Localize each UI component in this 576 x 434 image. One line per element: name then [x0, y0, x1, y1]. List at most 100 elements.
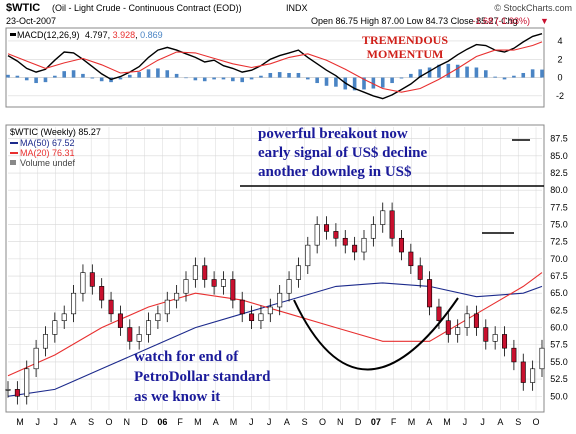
price-xtick-label: 07: [371, 417, 381, 427]
price-candle: [371, 225, 375, 239]
price-y-axis: 87.5 85.0 82.5 80.0 77.5 75.0 72.5 70.0 67.5 65.0…: [550, 134, 568, 402]
macd-histogram-bar: [334, 78, 338, 87]
price-xtick-label: M: [16, 417, 24, 427]
macd-histogram-bar: [34, 78, 38, 83]
price-ytick-label: 70.0: [550, 254, 568, 264]
price-candle: [437, 307, 441, 321]
price-candle: [334, 231, 338, 238]
price-candle: [62, 314, 66, 321]
price-candle: [25, 369, 29, 396]
price-xtick-label: D: [141, 417, 148, 427]
price-candle: [409, 252, 413, 266]
macd-histogram-bar: [465, 67, 469, 78]
price-xtick-label: 06: [157, 417, 167, 427]
macd-histogram-bar: [156, 68, 160, 77]
price-ytick-label: 67.5: [550, 271, 568, 281]
macd-histogram-bar: [119, 78, 123, 80]
macd-histogram-bar: [521, 73, 525, 78]
macd-legend-prefix: MACD(12,26,9): [17, 30, 80, 40]
price-ytick-label: 85.0: [550, 151, 568, 161]
macd-histogram-bar: [212, 78, 216, 80]
price-candle: [71, 293, 75, 314]
macd-histogram-bar: [540, 70, 544, 78]
macd-histogram-bar: [72, 70, 76, 77]
price-ytick-label: 82.5: [550, 168, 568, 178]
price-ytick-label: 55.0: [550, 357, 568, 367]
price-candle: [306, 245, 310, 266]
price-ytick-label: 52.5: [550, 374, 568, 384]
price-ytick-label: 80.0: [550, 185, 568, 195]
price-ytick-label: 62.5: [550, 305, 568, 315]
price-candle: [352, 245, 356, 252]
histogram-value: 0.869: [140, 30, 163, 40]
macd-histogram-bar: [194, 78, 198, 81]
macd-histogram-bar: [475, 68, 479, 78]
top-annotation-line1: powerful breakout now: [258, 126, 408, 142]
macd-histogram-bar: [25, 78, 29, 81]
price-xtick-label: A: [497, 417, 503, 427]
price-candle: [427, 279, 431, 306]
price-ytick-label: 77.5: [550, 202, 568, 212]
price-ytick-label: 50.0: [550, 391, 568, 401]
price-xtick-label: O: [532, 417, 539, 427]
price-x-axis: M J J A S O N D 06 F M A M J J A S O N D 07 F M A M J J A S O: [16, 417, 539, 427]
macd-histogram-bar: [381, 78, 385, 88]
macd-histogram-bar: [222, 78, 226, 80]
price-ytick-label: 72.5: [550, 237, 568, 247]
ma20-legend: MA(20) 76.31: [20, 148, 75, 158]
change-down-icon: ▼: [540, 16, 549, 26]
price-xtick-label: A: [213, 417, 219, 427]
price-candle: [212, 279, 216, 286]
macd-legend: MACD(12,26,9) 4.797, 3.928, 0.869: [10, 30, 163, 40]
price-candle: [53, 321, 57, 335]
price-candle: [296, 266, 300, 280]
macd-histogram-bar: [53, 76, 57, 78]
price-candle: [156, 314, 160, 321]
price-xtick-label: N: [124, 417, 131, 427]
macd-histogram-bar: [297, 73, 301, 78]
price-xtick-label: N: [337, 417, 344, 427]
top-annotation: powerful breakout now early signal of US…: [258, 126, 428, 180]
price-candle: [90, 273, 94, 287]
macd-histogram-bar: [512, 76, 516, 78]
macd-histogram-bar: [259, 76, 263, 78]
price-candle: [34, 348, 38, 369]
price-xtick-label: J: [480, 417, 485, 427]
price-candle: [146, 321, 150, 335]
price-candle: [118, 314, 122, 328]
price-xtick-label: J: [463, 417, 468, 427]
price-xtick-label: J: [36, 417, 41, 427]
price-candle: [221, 279, 225, 286]
macd-histogram-bar: [6, 75, 10, 78]
macd-value: 4.797: [85, 30, 108, 40]
macd-ytick-label: 4: [557, 36, 562, 46]
macd-histogram-bar: [315, 78, 319, 83]
macd-histogram-bar: [128, 75, 132, 78]
macd-histogram-bar: [250, 78, 254, 80]
price-candle: [484, 328, 488, 342]
price-candle: [512, 348, 516, 362]
price-candle: [81, 273, 85, 294]
chart-header: $WTIC (Oil - Light Crude - Continuous Co…: [6, 2, 572, 26]
price-candle: [390, 211, 394, 238]
price-xtick-label: J: [53, 417, 58, 427]
bottom-annotation-line1: watch for end of: [134, 349, 239, 365]
price-candle: [99, 286, 103, 300]
exchange-label: INDX: [286, 3, 308, 13]
macd-histogram-bar: [306, 78, 310, 80]
macd-histogram-bar: [175, 74, 179, 78]
price-ytick-label: 57.5: [550, 340, 568, 350]
macd-histogram-bar: [409, 74, 413, 78]
symbol-description: (Oil - Light Crude - Continuous Contract…: [52, 3, 242, 13]
price-ytick-label: 60.0: [550, 323, 568, 333]
volume-legend: Volume undef: [20, 158, 76, 168]
price-legend-title: $WTIC (Weekly) 85.27: [10, 127, 101, 137]
price-ytick-label: 87.5: [550, 134, 568, 144]
price-ytick-label: 75.0: [550, 220, 568, 230]
price-candle: [455, 328, 459, 335]
macd-panel: 420-2 MACD(12,26,9) 4.797, 3.928, 0.869 …: [6, 28, 564, 107]
price-candle: [502, 334, 506, 348]
top-annotation-line2: early signal of US$ decline: [258, 145, 428, 161]
macd-histogram-bar: [325, 78, 329, 86]
price-candle: [240, 300, 244, 314]
